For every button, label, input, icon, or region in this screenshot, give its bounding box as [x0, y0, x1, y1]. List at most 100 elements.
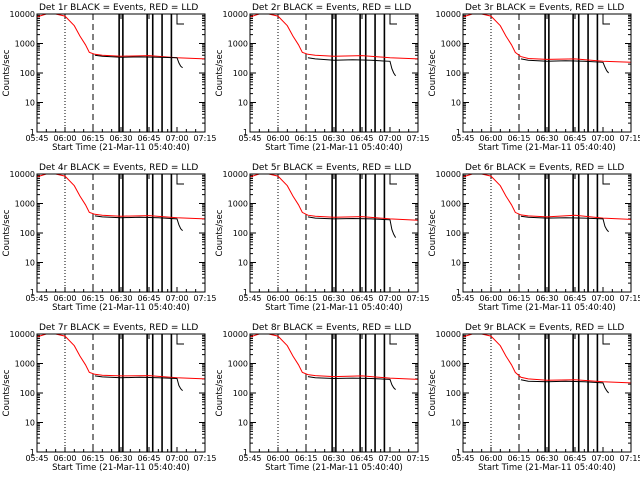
x-tick-label: 06:30 — [109, 294, 132, 303]
x-tick-label: 06:00 — [266, 134, 289, 143]
x-tick-label: 07:15 — [406, 454, 429, 463]
x-tick-label: 07:00 — [591, 134, 614, 143]
x-axis-label: Start Time (21-Mar-11 05:40:40) — [52, 463, 190, 473]
y-tick-label: 1 — [30, 448, 35, 457]
y-tick-label: 10000 — [10, 330, 35, 339]
plot-area — [463, 334, 631, 452]
y-axis-label: Counts/sec — [2, 369, 12, 416]
y-tick-label: 1000 — [441, 200, 461, 209]
y-tick-label: 10 — [238, 259, 248, 268]
panel-det-3: Det 3r BLACK = Events, RED = LLD Counts/s… — [428, 3, 640, 153]
x-tick-label: 06:45 — [137, 454, 160, 463]
y-tick-label: 10000 — [10, 170, 35, 179]
x-tick-label: 06:15 — [81, 134, 104, 143]
x-tick-label: 06:15 — [81, 294, 104, 303]
y-tick-label: 10000 — [436, 330, 461, 339]
x-tick-label: 06:00 — [53, 134, 76, 143]
series-lld-line — [37, 174, 205, 220]
panel-det-7: Det 7r BLACK = Events, RED = LLD Counts/s… — [2, 323, 217, 473]
y-tick-label: 1 — [456, 288, 461, 297]
y-tick-label: 1000 — [228, 40, 248, 49]
y-tick-label: 1 — [243, 448, 248, 457]
y-tick-label: 1000 — [15, 40, 35, 49]
x-tick-label: 06:30 — [322, 134, 345, 143]
bracket-marker — [176, 174, 184, 185]
x-tick-label: 07:15 — [619, 134, 640, 143]
y-tick-label: 100 — [233, 389, 248, 398]
y-tick-label: 1000 — [441, 40, 461, 49]
x-tick-label: 06:15 — [81, 454, 104, 463]
axes-frame — [462, 173, 632, 293]
series-lld-line — [463, 174, 631, 220]
y-tick-label: 10 — [238, 99, 248, 108]
x-tick-label: 06:30 — [109, 134, 132, 143]
x-tick-label: 06:45 — [137, 134, 160, 143]
x-tick-label: 07:15 — [406, 294, 429, 303]
series-events-line — [520, 58, 609, 74]
y-axis-label: Counts/sec — [2, 49, 12, 96]
x-tick-label: 06:30 — [535, 454, 558, 463]
y-tick-label: 10 — [451, 99, 461, 108]
bracket-marker — [176, 334, 184, 345]
panel-title: Det 4r BLACK = Events, RED = LLD — [39, 163, 198, 173]
x-tick-label: 06:15 — [507, 294, 530, 303]
x-tick-label: 07:15 — [406, 134, 429, 143]
y-tick-label: 100 — [446, 69, 461, 78]
y-tick-label: 1000 — [228, 360, 248, 369]
axes-frame — [249, 173, 419, 293]
series-events-line — [307, 376, 396, 390]
x-tick-label: 06:15 — [294, 294, 317, 303]
y-tick-label: 1 — [30, 128, 35, 137]
x-tick-label: 06:30 — [535, 134, 558, 143]
y-tick-label: 1 — [243, 128, 248, 137]
plot-area — [250, 174, 418, 292]
y-axis-label: Counts/sec — [215, 369, 225, 416]
y-tick-label: 1000 — [441, 360, 461, 369]
axes-frame — [462, 13, 632, 133]
series-lld-line — [250, 174, 418, 221]
y-axis-label: Counts/sec — [428, 369, 438, 416]
x-tick-label: 06:45 — [563, 454, 586, 463]
x-tick-label: 06:00 — [479, 454, 502, 463]
panel-det-4: Det 4r BLACK = Events, RED = LLD Counts/s… — [2, 163, 217, 313]
x-tick-label: 06:00 — [266, 454, 289, 463]
y-axis-label: Counts/sec — [2, 209, 12, 256]
x-tick-label: 06:00 — [53, 294, 76, 303]
y-tick-label: 1 — [456, 448, 461, 457]
plot-area — [37, 14, 205, 132]
series-events-line — [307, 57, 397, 77]
y-tick-label: 1 — [243, 288, 248, 297]
x-tick-label: 05:45 — [451, 454, 474, 463]
x-tick-label: 05:45 — [238, 454, 261, 463]
x-tick-label: 05:45 — [238, 294, 261, 303]
panel-det-2: Det 2r BLACK = Events, RED = LLD Counts/s… — [215, 3, 430, 153]
x-tick-label: 07:15 — [619, 294, 640, 303]
series-events-line — [520, 215, 609, 233]
y-tick-label: 10 — [25, 259, 35, 268]
axes-frame — [249, 13, 419, 133]
y-tick-label: 100 — [233, 69, 248, 78]
x-tick-label: 06:15 — [507, 454, 530, 463]
bracket-marker — [389, 334, 397, 345]
x-tick-label: 07:00 — [378, 134, 401, 143]
y-tick-label: 10 — [451, 419, 461, 428]
x-tick-label: 05:45 — [25, 454, 48, 463]
y-tick-label: 1000 — [15, 360, 35, 369]
panel-title: Det 2r BLACK = Events, RED = LLD — [252, 3, 411, 13]
x-tick-label: 05:45 — [25, 134, 48, 143]
axes-frame — [36, 333, 206, 453]
y-tick-label: 10 — [238, 419, 248, 428]
x-tick-label: 06:15 — [507, 134, 530, 143]
panel-title: Det 9r BLACK = Events, RED = LLD — [465, 323, 624, 333]
series-lld-line — [37, 334, 205, 380]
x-tick-label: 07:00 — [378, 454, 401, 463]
bracket-marker — [602, 334, 610, 345]
panel-title: Det 8r BLACK = Events, RED = LLD — [252, 323, 411, 333]
axes-frame — [36, 13, 206, 133]
panel-title: Det 5r BLACK = Events, RED = LLD — [252, 163, 411, 173]
panel-title: Det 3r BLACK = Events, RED = LLD — [465, 3, 624, 13]
x-tick-label: 07:00 — [591, 454, 614, 463]
axes-frame — [249, 333, 419, 453]
y-axis-label: Counts/sec — [215, 49, 225, 96]
